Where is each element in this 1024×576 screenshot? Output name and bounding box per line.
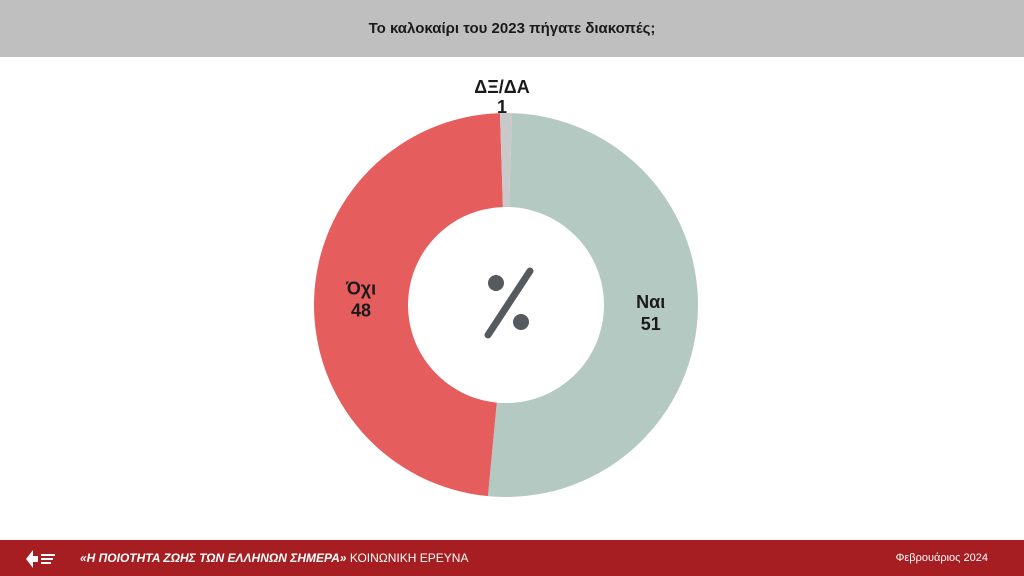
- slice-0: [487, 113, 699, 498]
- survey-subtitle: ΚΟΙΝΩΝΙΚΗ ΕΡΕΥΝΑ: [349, 551, 469, 565]
- slice-2: [499, 113, 513, 208]
- slice-value-1: 48: [351, 300, 371, 320]
- slice-value-0: 51: [641, 314, 661, 334]
- survey-date: Φεβρουάριος 2024: [895, 552, 988, 564]
- survey-title: «Η ΠΟΙΟΤΗΤΑ ΖΩΗΣ ΤΩΝ ΕΛΛΗΝΩΝ ΣΗΜΕΡΑ»: [80, 551, 347, 565]
- footer-bar: «Η ΠΟΙΟΤΗΤΑ ΖΩΗΣ ΤΩΝ ΕΛΛΗΝΩΝ ΣΗΜΕΡΑ» ΚΟΙ…: [0, 540, 1024, 576]
- slice-label-1: Όχι: [345, 278, 376, 298]
- survey-name: «Η ΠΟΙΟΤΗΤΑ ΖΩΗΣ ΤΩΝ ΕΛΛΗΝΩΝ ΣΗΜΕΡΑ» ΚΟΙ…: [80, 551, 468, 565]
- donut-chart: Ναι 51 Όχι 48 ΔΞ/ΔΑ 1: [0, 57, 1024, 539]
- slice-label-0: Ναι: [636, 292, 665, 312]
- header-bar: Το καλοκαίρι του 2023 πήγατε διακοπές;: [0, 0, 1024, 57]
- organization-logo-icon: [26, 550, 55, 568]
- percent-icon: [484, 267, 534, 339]
- slice-label-2: ΔΞ/ΔΑ: [474, 77, 529, 97]
- slice-value-2: 1: [497, 97, 507, 117]
- chart-title: Το καλοκαίρι του 2023 πήγατε διακοπές;: [368, 20, 656, 37]
- slice-1: [314, 113, 503, 497]
